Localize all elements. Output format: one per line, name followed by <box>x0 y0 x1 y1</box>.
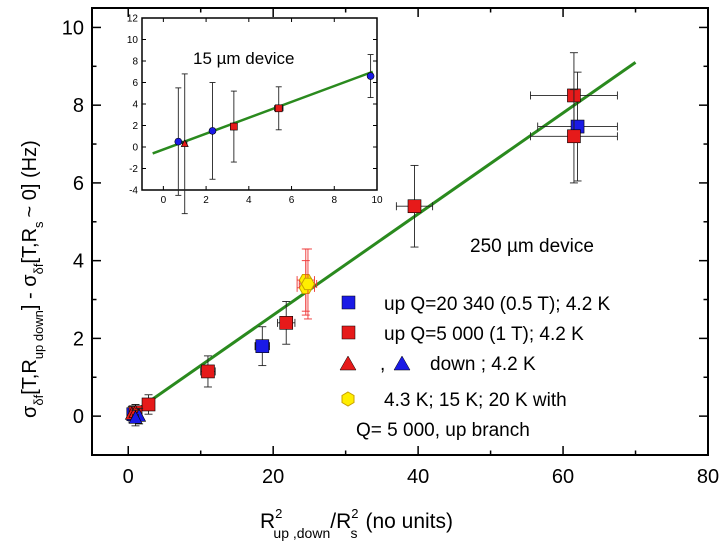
main-point-s1-p1 <box>279 316 294 330</box>
main-y-tick-label: 2 <box>73 328 84 350</box>
inset-point-s0-p1 <box>208 127 217 135</box>
inset-y-tick-label: 12 <box>127 14 139 25</box>
inset-y-tick-label: -2 <box>129 164 138 175</box>
inset-point-s0-p0 <box>174 137 183 146</box>
inset-x-tick-label: 2 <box>203 195 209 206</box>
main-x-tick-label: 20 <box>262 466 284 488</box>
inset-ticks: 0 2 4 6 8 10 -4 -2 0 2 4 6 8 10 12 <box>127 14 383 207</box>
main-fit-line <box>127 61 637 418</box>
main-point-s1-p2 <box>407 199 422 214</box>
main-x-tick-label: 80 <box>697 466 719 488</box>
legend-marker-yellow-hexagon <box>341 391 355 407</box>
legend-marker-blue-square <box>341 295 356 310</box>
main-y-tick-label: 8 <box>73 95 84 117</box>
inset-x-tick-label: 8 <box>331 195 337 206</box>
legend-entry-4: Q= 5 000, up branch <box>356 420 530 441</box>
inset-x-tick-label: 10 <box>371 195 383 206</box>
inset-data-points <box>174 54 375 215</box>
main-y-tick-label: 10 <box>62 17 84 39</box>
main-data-points <box>124 52 618 427</box>
inset-fit-line <box>152 70 374 155</box>
main-y-tick-label: 6 <box>73 173 84 195</box>
main-fit-line-group <box>127 61 637 418</box>
main-point-s1-p0 <box>201 364 215 379</box>
legend-separator: , <box>380 354 385 375</box>
legend-marker-red-square <box>341 325 356 340</box>
legend-marker-red-triangle <box>339 355 357 371</box>
main-point-s1-p4 <box>567 129 581 144</box>
main-x-tick-label: 0 <box>123 466 134 488</box>
inset-y-tick-label: 8 <box>132 57 138 68</box>
inset-x-tick-label: 0 <box>161 195 167 206</box>
legend: up Q=20 340 (0.5 T); 4.2 K up Q=5 000 (1… <box>339 294 611 441</box>
y-axis-label: σδf[T,Rup down] - σδf[T,Rs~ 0] (Hz) <box>19 140 46 418</box>
main-point-s4-p2 <box>300 277 316 291</box>
inset-x-tick-label: 4 <box>246 195 252 206</box>
x-axis-label: R2 up ,down/R2 s (no units) <box>260 506 453 541</box>
main-point-s1-p5 <box>141 397 156 412</box>
main-x-tick-label: 60 <box>552 466 574 488</box>
main-point-s0-p0 <box>255 339 270 353</box>
inset-y-tick-label: 4 <box>132 100 138 111</box>
inset-point-s1-p1 <box>274 104 283 113</box>
inset-y-tick-label: 6 <box>132 78 138 89</box>
device-label: 250 µm device <box>470 236 594 257</box>
legend-marker-blue-triangle <box>393 355 411 371</box>
inset-y-tick-label: 2 <box>132 121 138 132</box>
inset-point-s2-p0 <box>180 139 189 147</box>
inset-y-tick-label: 10 <box>127 35 139 46</box>
main-y-tick-label: 4 <box>73 251 84 273</box>
main-y-tick-label: 0 <box>73 406 84 428</box>
main-x-tick-label: 40 <box>407 466 429 488</box>
inset-plot-frame <box>141 17 378 191</box>
legend-entry-2: down ; 4.2 K <box>430 354 536 375</box>
legend-entry-1: up Q=5 000 (1 T); 4.2 K <box>384 324 584 345</box>
inset-y-tick-label: -4 <box>129 186 138 197</box>
inset-y-tick-label: 0 <box>132 143 138 154</box>
inset-x-tick-label: 6 <box>289 195 295 206</box>
inset-point-s1-p0 <box>230 122 238 131</box>
main-point-s3-p1 <box>128 410 143 424</box>
legend-entry-0: up Q=20 340 (0.5 T); 4.2 K <box>384 294 611 315</box>
inset-title: 15 µm device <box>193 49 294 68</box>
main-plot-frame <box>91 7 709 456</box>
legend-entry-3: 4.3 K; 15 K; 20 K with <box>384 390 567 411</box>
inset-fit-line-group <box>152 70 374 155</box>
inset-point-s0-p2 <box>366 72 375 80</box>
